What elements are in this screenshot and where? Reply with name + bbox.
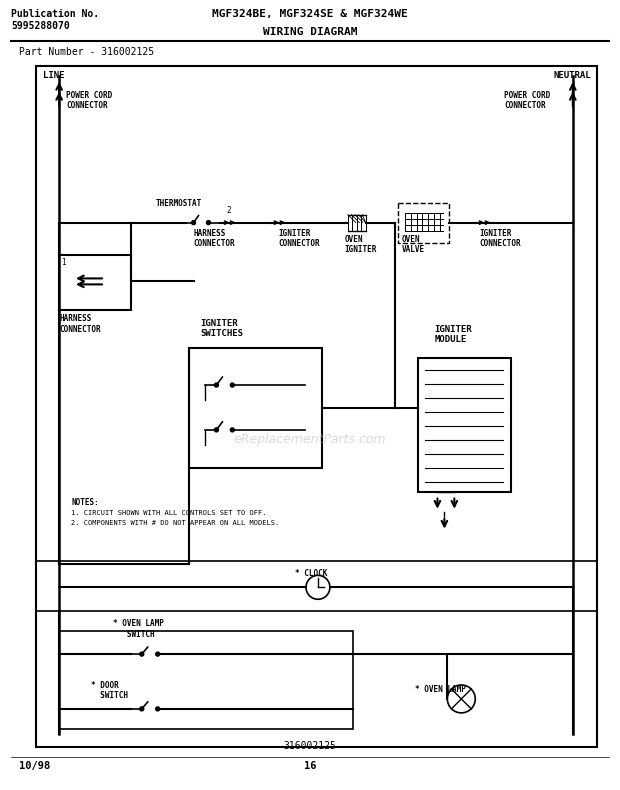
Text: HARNESS
CONNECTOR: HARNESS CONNECTOR [193,228,235,248]
Text: IGNITER
CONNECTOR: IGNITER CONNECTOR [479,228,521,248]
Text: OVEN
IGNITER: OVEN IGNITER [345,235,377,254]
Text: Part Number - 316002125: Part Number - 316002125 [19,47,154,57]
Text: LINE: LINE [43,71,64,80]
Text: 16: 16 [304,761,316,771]
Circle shape [206,220,210,224]
Bar [36,66,596,747]
Text: OVEN
VALVE: OVEN VALVE [402,235,425,254]
Circle shape [215,383,218,387]
Text: 10/98: 10/98 [19,761,51,771]
Text: * DOOR
  SWITCH: * DOOR SWITCH [91,681,128,701]
Text: POWER CORD
CONNECTOR: POWER CORD CONNECTOR [504,91,551,111]
Bar [59,631,353,729]
Text: HARNESS
CONNECTOR: HARNESS CONNECTOR [59,314,101,333]
Text: Publication No.
5995288070: Publication No. 5995288070 [11,9,99,31]
Text: * OVEN LAMP: * OVEN LAMP [415,685,466,694]
Text: 316002125: 316002125 [283,741,337,750]
Text: 1: 1 [61,258,66,268]
Text: * OVEN LAMP
   SWITCH: * OVEN LAMP SWITCH [113,619,164,638]
Bar [417,358,511,491]
Bar [397,203,450,243]
Text: eReplacementParts.com: eReplacementParts.com [234,434,386,446]
Text: WIRING DIAGRAM: WIRING DIAGRAM [263,28,357,37]
Circle shape [156,652,160,656]
Text: POWER CORD
CONNECTOR: POWER CORD CONNECTOR [66,91,112,111]
Text: * CLOCK: * CLOCK [295,570,327,578]
Circle shape [231,428,234,432]
Text: 2. COMPONENTS WITH # DO NOT APPEAR ON ALL MODELS.: 2. COMPONENTS WITH # DO NOT APPEAR ON AL… [71,520,280,525]
Text: THERMOSTAT: THERMOSTAT [156,199,202,208]
Text: 1. CIRCUIT SHOWN WITH ALL CONTROLS SET TO OFF.: 1. CIRCUIT SHOWN WITH ALL CONTROLS SET T… [71,510,267,516]
Circle shape [215,428,218,432]
Text: IGNITER
CONNECTOR: IGNITER CONNECTOR [278,228,320,248]
Text: IGNITER
SWITCHES: IGNITER SWITCHES [200,319,244,338]
Text: NOTES:: NOTES: [71,498,99,506]
Circle shape [140,652,144,656]
Circle shape [156,707,160,711]
Circle shape [231,383,234,387]
Circle shape [140,707,144,711]
Text: MGF324BE, MGF324SE & MGF324WE: MGF324BE, MGF324SE & MGF324WE [212,9,408,20]
Bar [59,255,131,310]
Text: NEUTRAL: NEUTRAL [553,71,591,80]
Circle shape [192,220,195,224]
Text: 2: 2 [226,205,231,215]
Bar [188,348,322,468]
Text: IGNITER
MODULE: IGNITER MODULE [435,325,472,344]
